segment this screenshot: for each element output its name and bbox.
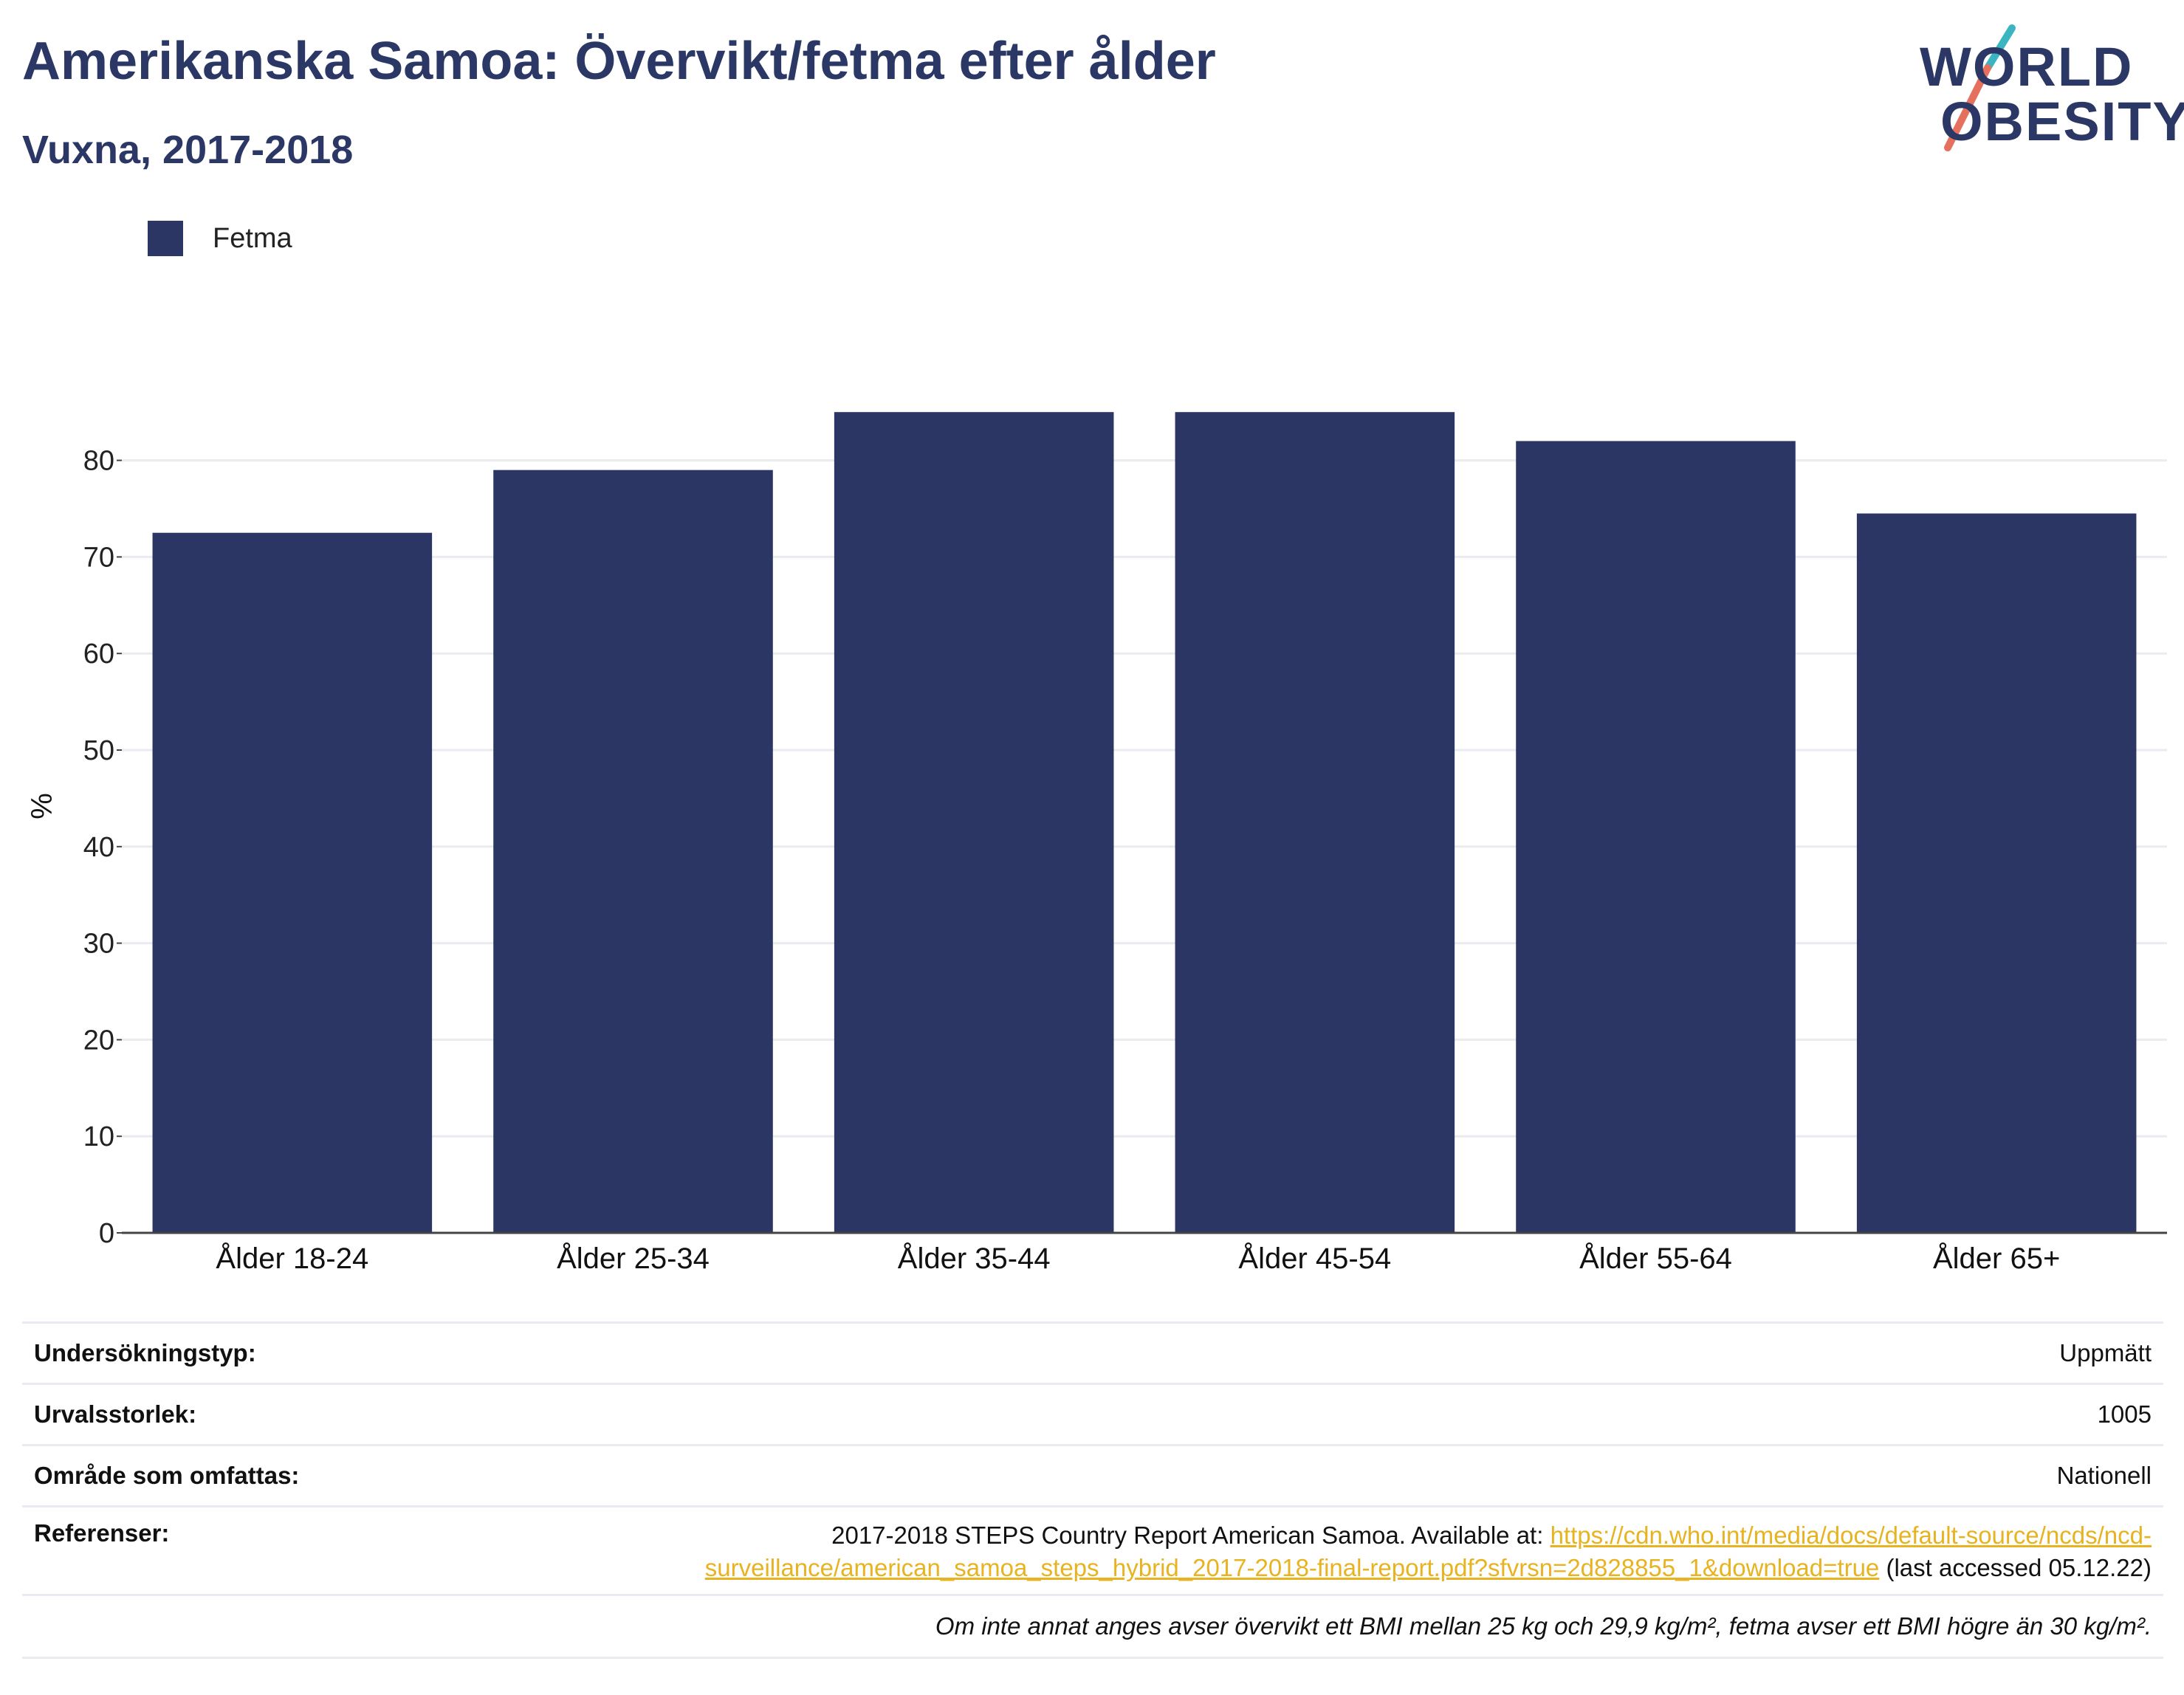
logo-text-world: WORLD: [1920, 36, 2134, 97]
references-suffix: (last accessed 05.12.22): [1879, 1554, 2152, 1581]
chart-legend: Fetma: [148, 219, 292, 258]
page-title: Amerikanska Samoa: Övervikt/fetma efter …: [22, 32, 1216, 91]
bar-chart: 0 10 20 30 40 50 60 70 80 Ålder 18-24 Ålder 25-34 Å…: [26, 412, 2167, 1275]
y-tick-label: 80: [83, 446, 114, 477]
meta-row-sample-size: Urvalsstorlek: 1005: [22, 1383, 2163, 1444]
x-tick-label: Ålder 65+: [1933, 1242, 2060, 1275]
references-text: 2017-2018 STEPS Country Report American …: [831, 1522, 1551, 1549]
metadata-table: Undersökningstyp: Uppmätt Urvalsstorlek:…: [22, 1321, 2163, 1659]
x-tick-label: Ålder 55-64: [1579, 1242, 1732, 1275]
sample-size-value: 1005: [2097, 1400, 2152, 1428]
coverage-value: Nationell: [2056, 1462, 2152, 1489]
y-tick-label: 60: [83, 639, 114, 670]
y-tick-label: 20: [83, 1025, 114, 1056]
survey-type-value: Uppmätt: [2059, 1339, 2152, 1366]
sample-size-label: Urvalsstorlek:: [34, 1400, 197, 1428]
y-tick-label: 0: [99, 1218, 114, 1249]
x-tick-label: Ålder 35-44: [898, 1242, 1051, 1275]
bar: [493, 470, 773, 1234]
meta-row-survey-type: Undersökningstyp: Uppmätt: [22, 1321, 2163, 1383]
references-label: Referenser:: [34, 1519, 170, 1547]
page-subtitle: Vuxna, 2017-2018: [22, 128, 354, 172]
y-axis-label: %: [26, 793, 58, 819]
bar: [834, 412, 1114, 1234]
survey-type-label: Undersökningstyp:: [34, 1339, 256, 1366]
x-tick-label: Ålder 25-34: [557, 1242, 710, 1275]
legend-label: Fetma: [213, 222, 292, 254]
x-tick-label: Ålder 45-54: [1238, 1242, 1391, 1275]
meta-row-coverage: Område som omfattas: Nationell: [22, 1444, 2163, 1505]
y-tick-label: 40: [83, 832, 114, 863]
references-link-part2[interactable]: surveillance/american_samoa_steps_hybrid…: [704, 1554, 1880, 1581]
bar: [1856, 513, 2137, 1233]
meta-row-references: Referenser: 2017-2018 STEPS Country Repo…: [22, 1505, 2163, 1594]
y-tick-label: 70: [83, 542, 114, 573]
bar: [1175, 412, 1455, 1234]
bar: [152, 532, 433, 1233]
logo-text-obesity: OBESITY: [1940, 91, 2184, 152]
references-link-part1[interactable]: https://cdn.who.int/media/docs/default-s…: [1550, 1522, 2152, 1549]
y-tick-label: 30: [83, 929, 114, 960]
meta-row-footnote: Om inte annat anges avser övervikt ett B…: [22, 1594, 2163, 1659]
logo-slash-icon: [1944, 24, 2016, 151]
y-tick-label: 50: [83, 735, 114, 766]
footnote-text: Om inte annat anges avser övervikt ett B…: [935, 1612, 2152, 1640]
world-obesity-logo: WORLD OBESITY: [1920, 22, 2184, 155]
bar: [1516, 441, 1796, 1234]
y-tick-label: 10: [83, 1121, 114, 1152]
coverage-label: Område som omfattas:: [34, 1462, 300, 1489]
references-value: 2017-2018 STEPS Country Report American …: [306, 1519, 2152, 1584]
legend-swatch: [148, 221, 183, 256]
x-tick-label: Ålder 18-24: [216, 1242, 368, 1275]
